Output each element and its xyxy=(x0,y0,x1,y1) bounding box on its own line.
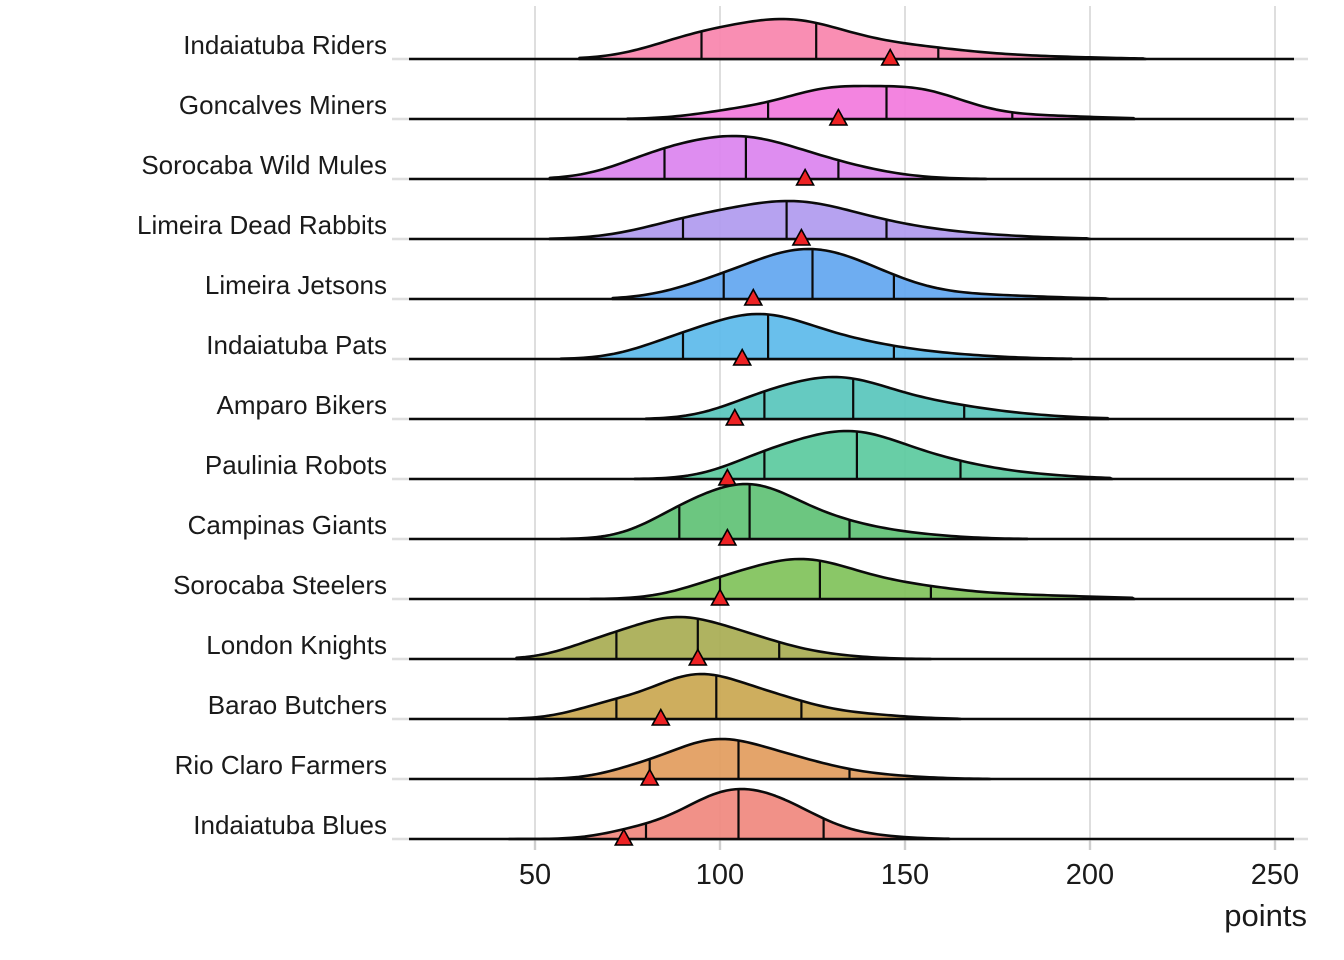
x-tick-label-250: 250 xyxy=(1251,859,1299,891)
team-label: Indaiatuba Pats xyxy=(206,330,387,360)
team-label: Limeira Jetsons xyxy=(205,270,387,300)
density-curve xyxy=(578,17,1147,61)
triangle-marker-icon xyxy=(880,47,901,66)
team-label: Campinas Giants xyxy=(188,510,387,540)
triangle-marker-icon xyxy=(743,287,764,306)
team-label: Goncalves Miners xyxy=(179,90,387,120)
ridge-row-goncalves-miners: Goncalves Miners xyxy=(179,84,1294,126)
ridge-row-sorocaba-wild-mules: Sorocaba Wild Mules xyxy=(141,134,1294,186)
triangle-marker-icon xyxy=(717,527,738,546)
x-axis-title: points xyxy=(1224,898,1307,933)
density-curve xyxy=(611,247,1110,301)
team-label: Paulinia Robots xyxy=(205,450,387,480)
x-axis: 50 100 150 200 250 xyxy=(519,841,1299,891)
ridge-row-indaiatuba-riders: Indaiatuba Riders xyxy=(183,17,1294,66)
team-label: Limeira Dead Rabbits xyxy=(137,210,387,240)
x-tick-label-150: 150 xyxy=(881,859,929,891)
ridge-row-amparo-bikers: Amparo Bikers xyxy=(217,375,1294,426)
density-curve xyxy=(589,557,1136,601)
team-label: Sorocaba Wild Mules xyxy=(141,150,387,180)
density-curve xyxy=(559,482,1029,541)
density-curve xyxy=(515,615,933,661)
triangle-marker-icon xyxy=(650,707,671,726)
ridge-row-indaiatuba-blues: Indaiatuba Blues xyxy=(193,787,1294,846)
team-label: Barao Butchers xyxy=(208,690,387,720)
triangle-marker-icon xyxy=(724,407,745,426)
team-label: Rio Claro Farmers xyxy=(175,750,387,780)
team-label: London Knights xyxy=(206,630,387,660)
triangle-marker-icon xyxy=(828,107,849,126)
triangle-marker-icon xyxy=(732,347,753,366)
triangle-marker-icon xyxy=(687,647,708,666)
density-curve xyxy=(633,429,1114,481)
density-curve xyxy=(559,312,1073,361)
density-curve xyxy=(548,134,988,181)
team-label: Sorocaba Steelers xyxy=(173,570,387,600)
team-label: Amparo Bikers xyxy=(217,390,388,420)
x-tick-label-100: 100 xyxy=(696,859,744,891)
ridge-row-limeira-jetsons: Limeira Jetsons xyxy=(205,247,1294,306)
triangle-marker-icon xyxy=(795,167,815,186)
ridge-row-paulinia-robots: Paulinia Robots xyxy=(205,429,1294,486)
x-tick-label-200: 200 xyxy=(1066,859,1114,891)
ridge-row-rio-claro-farmers: Rio Claro Farmers xyxy=(175,737,1294,786)
density-curve xyxy=(644,375,1110,421)
density-curve xyxy=(537,737,992,781)
ridge-row-indaiatuba-pats: Indaiatuba Pats xyxy=(206,312,1294,366)
triangle-marker-icon xyxy=(710,587,730,606)
team-label: Indaiatuba Blues xyxy=(193,810,387,840)
team-label: Indaiatuba Riders xyxy=(183,30,387,60)
density-curve xyxy=(548,199,1092,241)
triangle-marker-icon xyxy=(613,827,634,846)
density-curve xyxy=(507,787,951,841)
ridge-row-sorocaba-steelers: Sorocaba Steelers xyxy=(173,557,1294,606)
ridge-row-london-knights: London Knights xyxy=(206,615,1294,666)
ridge-row-campinas-giants: Campinas Giants xyxy=(188,482,1294,546)
triangle-marker-icon xyxy=(639,767,660,786)
ridge-row-limeira-dead-rabbits: Limeira Dead Rabbits xyxy=(137,199,1294,246)
density-curve xyxy=(626,84,1136,121)
ridge-row-barao-butchers: Barao Butchers xyxy=(208,672,1294,726)
triangle-marker-icon xyxy=(791,227,812,246)
x-tick-label-50: 50 xyxy=(519,859,551,891)
ridge-layer: Indaiatuba Riders Goncalves Miners Sorocab… xyxy=(137,17,1294,846)
density-curve xyxy=(507,672,962,721)
